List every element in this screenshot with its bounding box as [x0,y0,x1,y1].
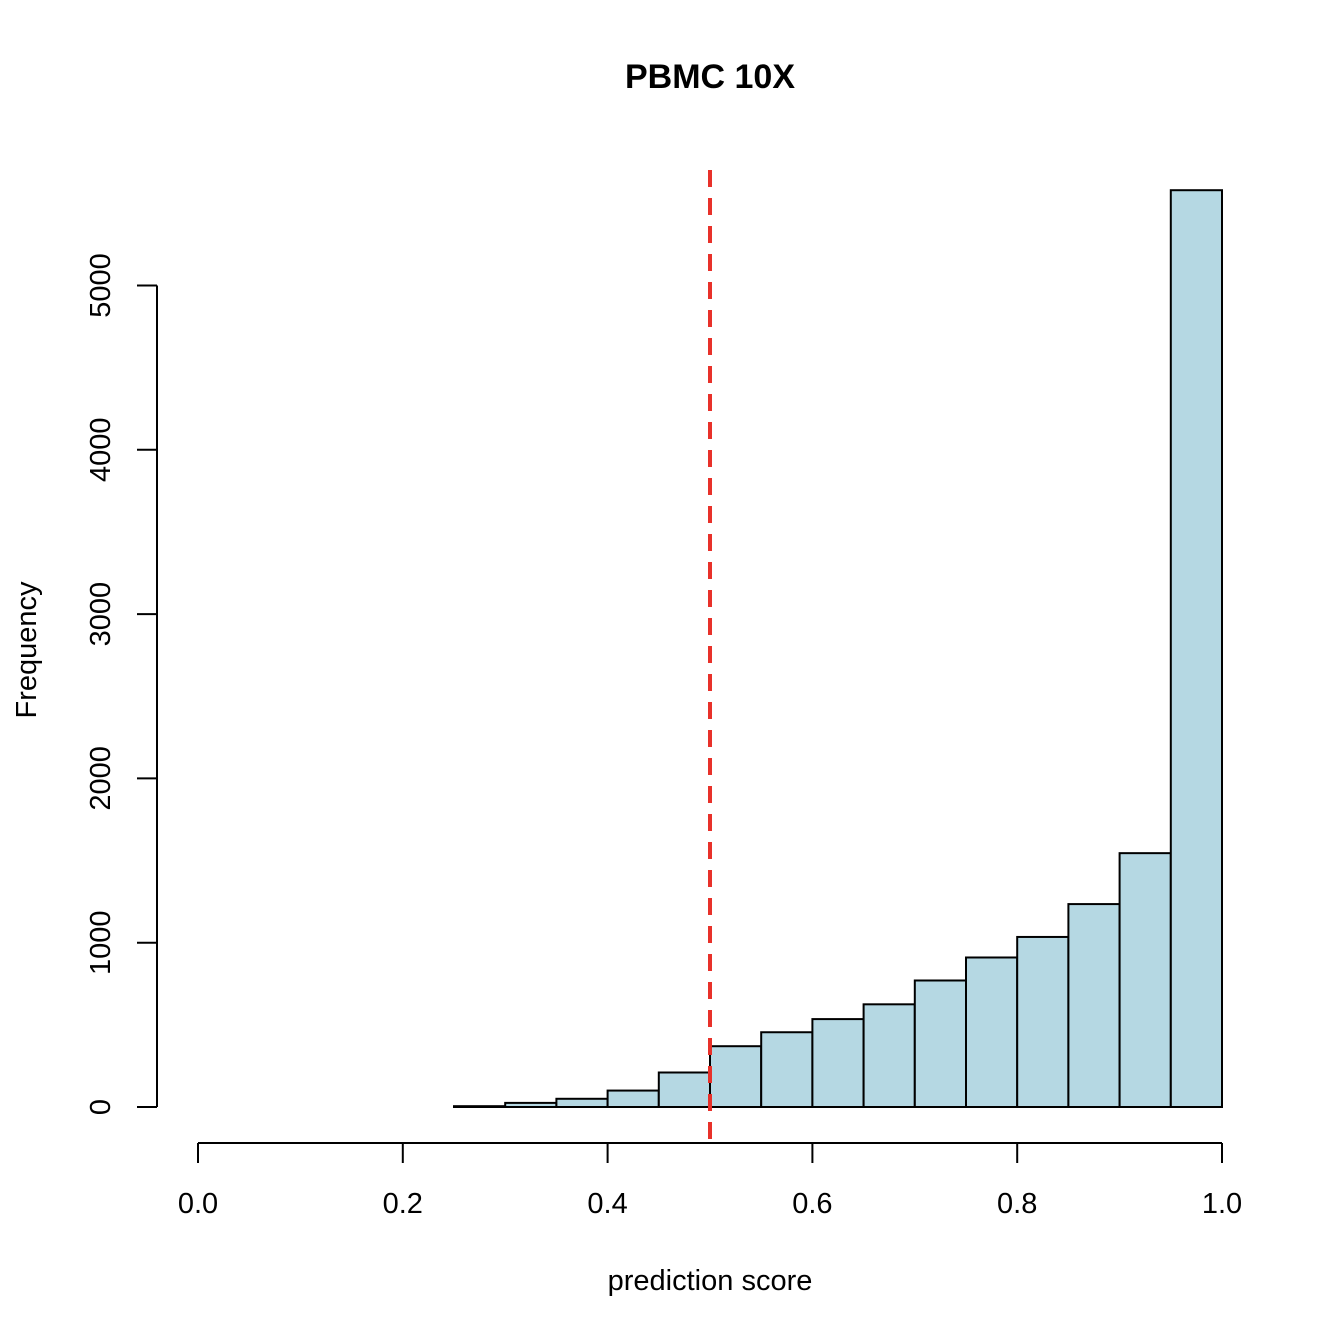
histogram-bar-12 [1016,935,1070,1109]
y-axis-title: Frequency [11,581,43,719]
histogram-bar-3 [555,1097,609,1109]
x-tick-label: 0.2 [383,1188,423,1220]
histogram-bar-13 [1067,903,1121,1108]
histogram-bar-6 [709,1045,763,1108]
chart-title: PBMC 10X [625,58,795,96]
histogram-bar-8 [811,1018,865,1108]
bars-group [453,189,1224,1109]
histogram-bar-15 [1169,189,1224,1108]
x-axis-title: prediction score [608,1265,813,1297]
histogram-bar-9 [862,1003,916,1108]
histogram-bar-4 [606,1089,660,1108]
histogram-bar-7 [760,1031,814,1109]
x-tick-label: 1.0 [1202,1188,1242,1220]
y-tick-label: 0 [85,1099,117,1115]
y-tick-label: 4000 [85,418,117,483]
x-tick-label: 0.4 [587,1188,627,1220]
x-axis: 0.0 0.2 0.4 0.6 0.8 1.0 [178,1142,1242,1220]
y-tick-label: 5000 [85,253,117,318]
y-axis: 0 1000 2000 3000 4000 5000 [85,253,158,1115]
y-tick-label: 1000 [85,910,117,975]
histogram-bar-2 [504,1101,558,1108]
y-tick-label: 3000 [85,582,117,647]
x-tick-label: 0.6 [792,1188,832,1220]
x-tick-label: 0.0 [178,1188,218,1220]
histogram-bar-11 [965,956,1019,1108]
y-tick-label: 2000 [85,746,117,811]
histogram-bar-1 [453,1105,507,1108]
histogram-bar-14 [1118,852,1172,1108]
histogram-bar-5 [657,1071,711,1108]
histogram-bar-10 [913,979,967,1109]
x-tick-label: 0.8 [997,1188,1037,1220]
